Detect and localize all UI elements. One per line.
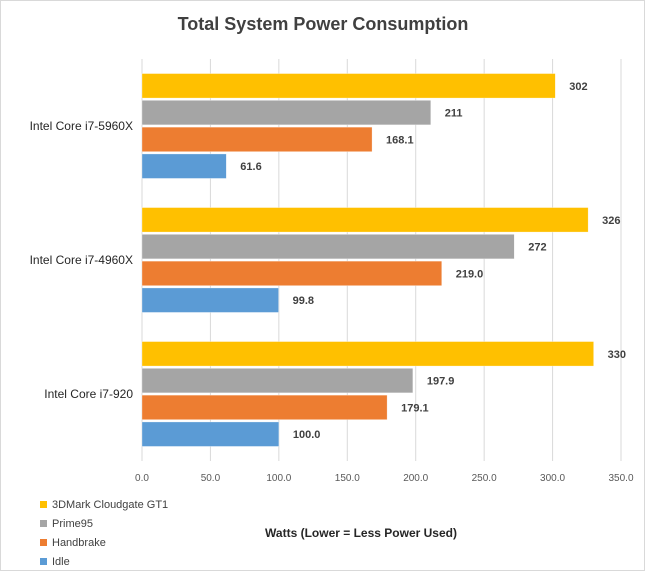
data-label: 100.0: [293, 429, 321, 441]
data-label: 179.1: [401, 402, 429, 414]
category-label: Intel Core i7-4960X: [30, 253, 133, 267]
category-label: Intel Core i7-920: [44, 387, 133, 401]
data-label: 197.9: [427, 376, 455, 388]
gridlines: [141, 59, 622, 461]
data-label: 61.6: [240, 161, 261, 173]
legend: 3DMark Cloudgate GT1 Prime95 Handbrake Idle: [40, 499, 168, 568]
bar: [141, 421, 280, 447]
bar: [141, 394, 388, 420]
x-tick-label: 300.0: [540, 473, 565, 484]
x-tick-label: 0.0: [135, 473, 149, 484]
legend-swatch: [40, 558, 47, 565]
legend-swatch: [40, 501, 47, 508]
legend-label: Idle: [52, 556, 70, 568]
y-axis-categories: Intel Core i7-5960X Intel Core i7-4960X In…: [30, 119, 134, 401]
data-label: 326: [602, 215, 620, 227]
bar: [141, 368, 414, 394]
data-label: 168.1: [386, 134, 414, 146]
x-axis-ticks: 0.0 50.0 100.0 150.0 200.0 250.0 300.0 350.0: [135, 473, 634, 484]
data-label: 302: [569, 81, 587, 93]
data-label: 99.8: [293, 295, 314, 307]
bar: [141, 341, 594, 367]
x-tick-label: 50.0: [201, 473, 221, 484]
chart-title: Total System Power Consumption: [178, 14, 469, 34]
x-tick-label: 100.0: [266, 473, 291, 484]
data-label: 219.0: [456, 268, 484, 280]
x-tick-label: 250.0: [472, 473, 497, 484]
x-tick-label: 200.0: [403, 473, 428, 484]
legend-swatch: [40, 539, 47, 546]
x-tick-label: 150.0: [335, 473, 360, 484]
legend-label: Prime95: [52, 518, 93, 530]
x-tick-label: 350.0: [608, 473, 633, 484]
bar: [141, 287, 279, 313]
bar: [141, 260, 442, 286]
bar: [141, 234, 515, 260]
bar: [141, 207, 589, 233]
bars: 302 211 168.1 61.6 326 272 219.0 99.8 330 197.9 17…: [141, 73, 626, 447]
legend-label: 3DMark Cloudgate GT1: [52, 499, 168, 511]
bar: [141, 153, 227, 179]
data-label: 330: [608, 349, 626, 361]
bar: [141, 73, 556, 99]
data-label: 211: [445, 108, 463, 120]
legend-swatch: [40, 520, 47, 527]
data-label: 272: [528, 242, 546, 254]
x-axis-title: Watts (Lower = Less Power Used): [265, 526, 457, 540]
category-label: Intel Core i7-5960X: [30, 119, 133, 133]
legend-label: Handbrake: [52, 537, 106, 549]
bar: [141, 100, 432, 126]
bar: [141, 126, 373, 152]
